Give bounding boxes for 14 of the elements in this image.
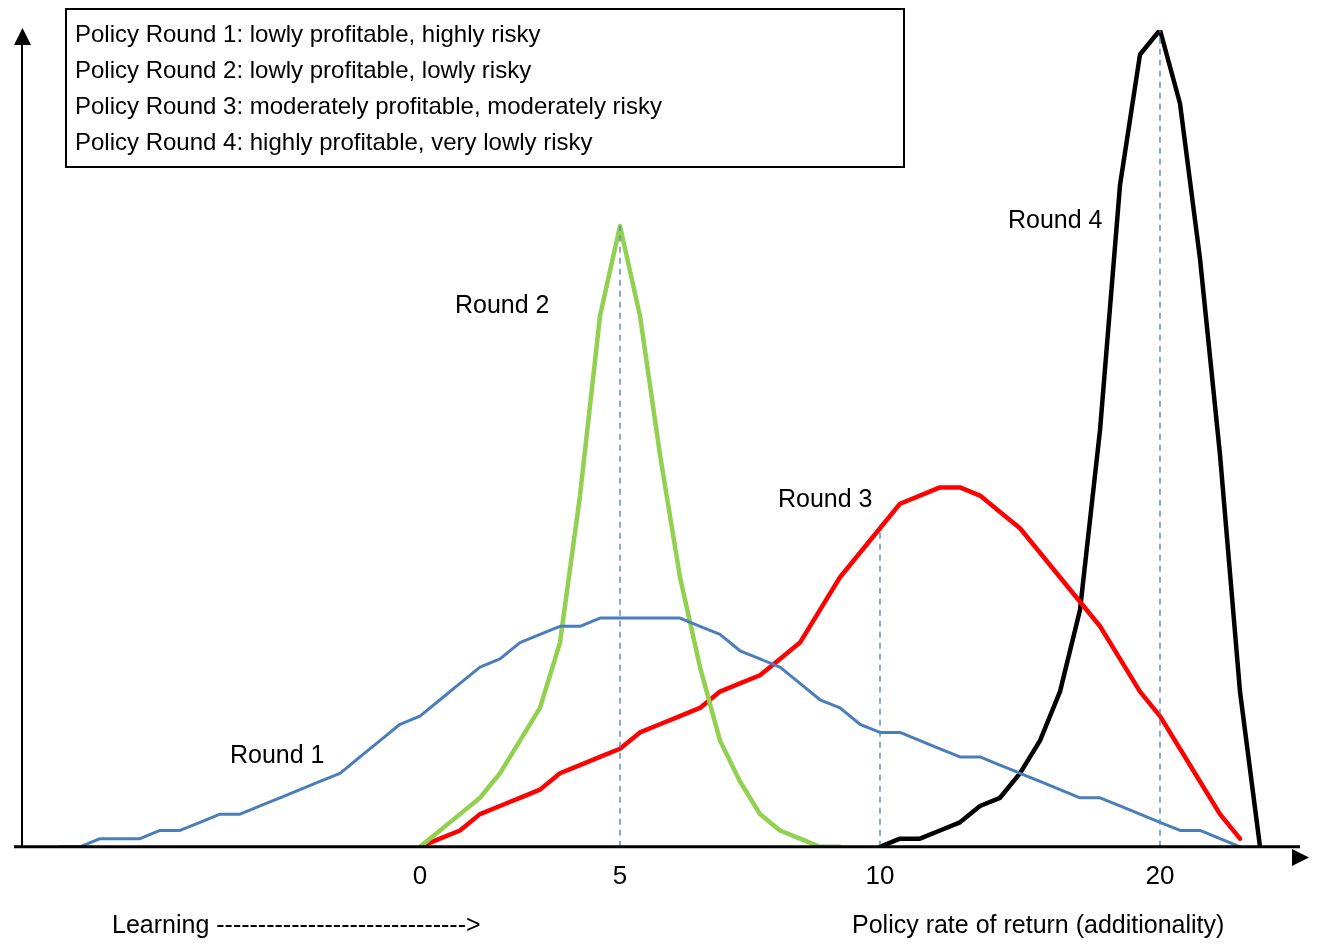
series-label: Round 1 xyxy=(230,740,325,769)
series-label: Round 4 xyxy=(1008,205,1103,234)
text: Learning ------------------------------> xyxy=(112,910,481,939)
x-axis-title: Policy rate of return (additionality) xyxy=(852,910,1225,939)
x-tick-label: 0 xyxy=(412,859,428,890)
series-label: Round 3 xyxy=(778,484,873,513)
annotation: Policy Round 4: highly profitable, very lowly risky xyxy=(75,127,594,157)
annotation: Policy Round 3: moderately profitable, moderately risky xyxy=(75,91,663,121)
x-tick-label: 10 xyxy=(865,859,895,890)
x-tick-label: 20 xyxy=(1145,859,1175,890)
series-label: Round 2 xyxy=(455,290,550,319)
annotation: Policy Round 1: lowly profitable, highly risky xyxy=(75,19,542,49)
annotation: Policy Round 2: lowly profitable, lowly risky xyxy=(75,55,533,85)
x-tick-label: 5 xyxy=(612,859,628,890)
